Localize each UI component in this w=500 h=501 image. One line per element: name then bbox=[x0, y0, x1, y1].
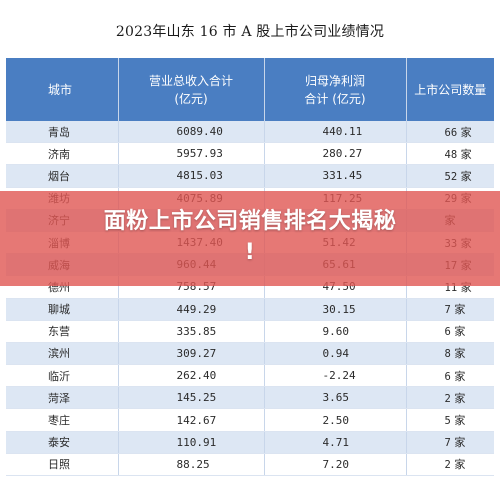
count-value: 2 bbox=[444, 392, 451, 405]
table-row: 泰安 110.91 4.71 7 家 bbox=[6, 431, 494, 454]
cell-profit: 4.71 bbox=[264, 431, 407, 454]
table-row: 济南 5957.93 280.27 48 家 bbox=[6, 142, 494, 166]
cell-count: 6 家 bbox=[406, 320, 494, 343]
cell-city: 枣庄 bbox=[6, 408, 119, 432]
cell-count: 2 家 bbox=[406, 386, 494, 410]
count-value: 6 bbox=[444, 370, 451, 383]
table-row: 日照 88.25 7.20 2 家 bbox=[6, 453, 494, 477]
count-unit: 家 bbox=[454, 436, 466, 450]
cell-profit: 440.11 bbox=[264, 121, 407, 144]
count-unit: 家 bbox=[454, 347, 466, 361]
count-value: 52 bbox=[444, 170, 458, 183]
banner-line-2: ! bbox=[244, 240, 256, 265]
count-unit: 家 bbox=[454, 391, 466, 405]
count-value: 8 bbox=[444, 348, 451, 361]
table-row: 菏泽 145.25 3.65 2 家 bbox=[6, 386, 494, 410]
header-profit: 归母净利润 合计 (亿元) bbox=[264, 58, 407, 121]
cell-revenue: 4815.03 bbox=[118, 164, 265, 188]
cell-revenue: 5957.93 bbox=[118, 142, 265, 166]
cell-revenue: 6089.40 bbox=[118, 121, 265, 144]
cell-profit: 30.15 bbox=[264, 298, 407, 321]
cell-revenue: 145.25 bbox=[118, 386, 265, 410]
cell-count: 52 家 bbox=[406, 164, 494, 188]
cell-profit: 7.20 bbox=[264, 453, 407, 477]
count-value: 48 bbox=[444, 148, 458, 161]
cell-revenue: 262.40 bbox=[118, 364, 265, 388]
cell-city: 滨州 bbox=[6, 342, 119, 366]
cell-city: 济南 bbox=[6, 142, 119, 166]
cell-count: 8 家 bbox=[406, 342, 494, 366]
table-row: 聊城 449.29 30.15 7 家 bbox=[6, 298, 494, 321]
header-row: 城市 营业总收入合计 (亿元) 归母净利润 合计 (亿元) 上市公司数量 bbox=[6, 58, 494, 121]
header-count: 上市公司数量 bbox=[406, 58, 494, 121]
count-unit: 家 bbox=[454, 414, 466, 428]
cell-count: 66 家 bbox=[406, 121, 494, 144]
banner-line-1: 面粉上市公司销售排名大揭秘 bbox=[103, 209, 397, 234]
count-unit: 家 bbox=[460, 147, 472, 161]
cell-count: 48 家 bbox=[406, 142, 494, 166]
cell-count: 6 家 bbox=[406, 364, 494, 388]
header-revenue: 营业总收入合计 (亿元) bbox=[118, 58, 265, 121]
cell-city: 聊城 bbox=[6, 298, 119, 321]
count-value: 6 bbox=[444, 326, 451, 339]
cell-city: 东营 bbox=[6, 320, 119, 343]
cell-profit: 280.27 bbox=[264, 142, 407, 166]
cell-city: 烟台 bbox=[6, 164, 119, 188]
cell-revenue: 110.91 bbox=[118, 431, 265, 454]
cell-revenue: 449.29 bbox=[118, 298, 265, 321]
cell-count: 2 家 bbox=[406, 453, 494, 477]
table-row: 滨州 309.27 0.94 8 家 bbox=[6, 342, 494, 366]
table-row: 烟台 4815.03 331.45 52 家 bbox=[6, 164, 494, 188]
cell-revenue: 142.67 bbox=[118, 408, 265, 432]
cell-profit: 331.45 bbox=[264, 164, 407, 188]
cell-count: 5 家 bbox=[406, 408, 494, 432]
table-row: 东营 335.85 9.60 6 家 bbox=[6, 320, 494, 343]
cell-count: 7 家 bbox=[406, 431, 494, 454]
cell-profit: 2.50 bbox=[264, 408, 407, 432]
cell-profit: 0.94 bbox=[264, 342, 407, 366]
count-value: 7 bbox=[444, 304, 451, 317]
count-unit: 家 bbox=[460, 125, 472, 139]
table-row: 临沂 262.40 -2.24 6 家 bbox=[6, 364, 494, 388]
count-unit: 家 bbox=[454, 325, 466, 339]
count-value: 66 bbox=[444, 126, 458, 139]
cell-city: 泰安 bbox=[6, 431, 119, 454]
count-unit: 家 bbox=[454, 303, 466, 317]
table-row: 枣庄 142.67 2.50 5 家 bbox=[6, 408, 494, 432]
cell-profit: -2.24 bbox=[264, 364, 407, 388]
banner-headline: 面粉上市公司销售排名大揭秘 ! bbox=[0, 206, 500, 268]
cell-revenue: 309.27 bbox=[118, 342, 265, 366]
table-header: 城市 营业总收入合计 (亿元) 归母净利润 合计 (亿元) 上市公司数量 bbox=[6, 58, 494, 121]
cell-city: 青岛 bbox=[6, 121, 119, 144]
count-unit: 家 bbox=[454, 369, 466, 383]
title-banner bbox=[0, 191, 500, 286]
header-city: 城市 bbox=[6, 58, 119, 121]
table-body: 青岛 6089.40 440.11 66 家济南 5957.93 280.27 48 家烟台… bbox=[6, 121, 494, 477]
count-unit: 家 bbox=[460, 280, 472, 294]
cell-profit: 9.60 bbox=[264, 320, 407, 343]
document-title: 2023年山东 16 市 A 股上市公司业绩情况 bbox=[115, 24, 385, 40]
cell-city: 临沂 bbox=[6, 364, 119, 388]
cell-profit: 3.65 bbox=[264, 386, 407, 410]
cell-revenue: 335.85 bbox=[118, 320, 265, 343]
count-value: 2 bbox=[444, 459, 451, 472]
count-value: 5 bbox=[444, 415, 451, 428]
cell-count: 7 家 bbox=[406, 298, 494, 321]
count-unit: 家 bbox=[460, 169, 472, 183]
count-unit: 家 bbox=[454, 458, 466, 472]
table-row: 青岛 6089.40 440.11 66 家 bbox=[6, 121, 494, 144]
cell-revenue: 88.25 bbox=[118, 453, 265, 477]
count-value: 7 bbox=[444, 437, 451, 450]
cell-city: 日照 bbox=[6, 453, 119, 477]
cell-city: 菏泽 bbox=[6, 386, 119, 410]
